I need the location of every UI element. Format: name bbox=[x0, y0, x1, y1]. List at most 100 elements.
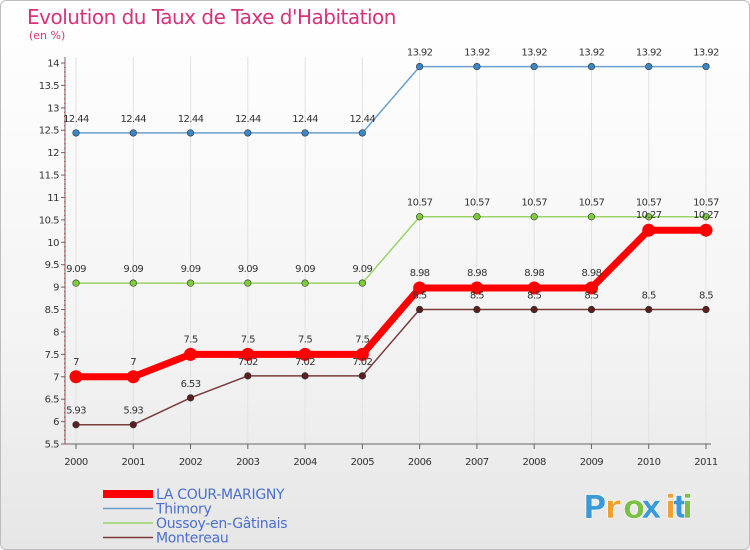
data-label: 7.5 bbox=[298, 334, 312, 345]
data-label: 9.09 bbox=[123, 264, 143, 275]
y-minor-tick bbox=[64, 309, 66, 311]
axes-layer: 5.5 6 6.5 7 7.5 8 8.5 9 9.5 10 10.5 11 11.5 12 12.5 13 1… bbox=[39, 57, 718, 468]
y-minor-tick bbox=[64, 273, 66, 275]
data-label: 13.92 bbox=[636, 48, 662, 59]
series-point-1 bbox=[72, 279, 80, 287]
y-minor-tick bbox=[64, 98, 66, 100]
series-point-0 bbox=[186, 129, 195, 137]
x-tick-label: 2001 bbox=[122, 457, 146, 468]
series-point-2 bbox=[301, 372, 309, 380]
y-minor-tick bbox=[64, 165, 66, 167]
legend-label: Thimory bbox=[155, 502, 211, 518]
y-minor-tick bbox=[64, 129, 66, 131]
series-point-3 bbox=[470, 281, 484, 295]
y-minor-tick bbox=[64, 434, 66, 436]
y-tick-label: 13.5 bbox=[39, 81, 59, 92]
data-label: 8.5 bbox=[584, 291, 598, 302]
y-minor-tick bbox=[64, 255, 66, 257]
series-layer bbox=[69, 62, 713, 429]
series-point-1 bbox=[530, 213, 538, 221]
data-label: 13.92 bbox=[579, 48, 605, 59]
legend-label: Oussoy-en-Gâtinais bbox=[156, 516, 287, 532]
y-minor-tick bbox=[64, 313, 66, 315]
data-label: 5.93 bbox=[66, 406, 86, 417]
y-minor-tick bbox=[64, 84, 66, 86]
series-point-3 bbox=[69, 370, 83, 384]
y-minor-tick bbox=[64, 380, 66, 382]
y-minor-tick bbox=[64, 403, 66, 405]
series-point-0 bbox=[72, 129, 80, 137]
data-label: 10.57 bbox=[636, 198, 662, 209]
y-minor-tick bbox=[64, 412, 66, 414]
y-minor-tick bbox=[64, 277, 66, 279]
y-minor-tick bbox=[64, 179, 66, 181]
legend-label: LA COUR-MARIGNY bbox=[156, 487, 285, 503]
data-label: 12.44 bbox=[292, 114, 318, 125]
y-tick-label: 6.5 bbox=[45, 395, 60, 406]
series-point-3 bbox=[584, 281, 598, 295]
series-point-1 bbox=[301, 279, 309, 287]
x-tick-label: 2010 bbox=[637, 457, 661, 468]
y-tick-label: 11.5 bbox=[39, 171, 59, 182]
y-minor-tick bbox=[64, 241, 66, 243]
y-minor-tick bbox=[64, 71, 66, 73]
series-point-3 bbox=[184, 347, 198, 361]
data-label: 9.09 bbox=[181, 264, 201, 275]
y-minor-tick bbox=[64, 282, 66, 284]
logo-letter: t bbox=[673, 488, 688, 526]
y-minor-tick bbox=[64, 398, 66, 400]
data-label: 9.09 bbox=[295, 264, 315, 275]
data-label: 12.44 bbox=[350, 114, 376, 125]
series-line-2 bbox=[76, 308, 706, 426]
data-label: 8.98 bbox=[410, 268, 430, 279]
series-point-2 bbox=[72, 421, 80, 429]
y-minor-tick bbox=[64, 237, 66, 239]
legend-label: Montereau bbox=[156, 531, 228, 547]
data-label: 10.57 bbox=[407, 198, 433, 209]
series-point-3 bbox=[241, 347, 255, 361]
chart-title: Evolution du Taux de Taxe d'Habitation bbox=[27, 5, 396, 29]
data-label: 10.27 bbox=[636, 210, 662, 221]
y-minor-tick bbox=[64, 250, 66, 252]
series-line-3 bbox=[76, 226, 706, 381]
y-minor-tick bbox=[64, 93, 66, 95]
series-point-3 bbox=[355, 347, 369, 361]
y-minor-tick bbox=[64, 358, 66, 360]
y-minor-tick bbox=[64, 394, 66, 396]
series-point-0 bbox=[358, 129, 366, 137]
y-minor-tick bbox=[64, 210, 66, 212]
data-label: 8.5 bbox=[470, 291, 484, 302]
data-label: 12.44 bbox=[178, 114, 204, 125]
y-tick-label: 6 bbox=[53, 417, 59, 428]
series-point-0 bbox=[645, 62, 653, 71]
data-label: 7.02 bbox=[238, 357, 258, 368]
y-minor-tick bbox=[64, 201, 66, 203]
data-label: 7.5 bbox=[355, 334, 369, 345]
data-label: 7 bbox=[73, 357, 79, 368]
y-minor-tick bbox=[64, 170, 66, 172]
y-tick-label: 8.5 bbox=[45, 305, 60, 316]
series-point-3 bbox=[298, 347, 312, 361]
x-tick-label: 2005 bbox=[351, 457, 375, 468]
series-point-0 bbox=[473, 62, 481, 71]
legend: LA COUR-MARIGNYThimoryOussoy-en-Gâtinais… bbox=[103, 487, 288, 547]
x-tick-label: 2011 bbox=[694, 457, 718, 468]
y-minor-tick bbox=[64, 317, 66, 319]
y-minor-tick bbox=[64, 385, 66, 387]
y-minor-tick bbox=[64, 205, 66, 207]
x-tick-label: 2002 bbox=[179, 457, 203, 468]
x-tick-label: 2009 bbox=[580, 457, 604, 468]
series-point-0 bbox=[301, 129, 309, 137]
y-tick-label: 5.5 bbox=[45, 440, 60, 451]
y-minor-tick bbox=[64, 147, 66, 149]
y-minor-tick bbox=[64, 192, 66, 194]
y-minor-tick bbox=[64, 322, 66, 324]
data-labels-layer: 12.44 12.44 12.44 12.44 12.44 12.44 13.92 13.92… bbox=[63, 48, 719, 417]
y-tick-label: 14 bbox=[47, 59, 59, 70]
y-tick-label: 9 bbox=[53, 283, 59, 294]
y-tick-label: 13 bbox=[47, 103, 59, 114]
y-minor-tick bbox=[64, 286, 66, 288]
series-point-3 bbox=[527, 281, 541, 295]
y-minor-tick bbox=[64, 362, 66, 364]
